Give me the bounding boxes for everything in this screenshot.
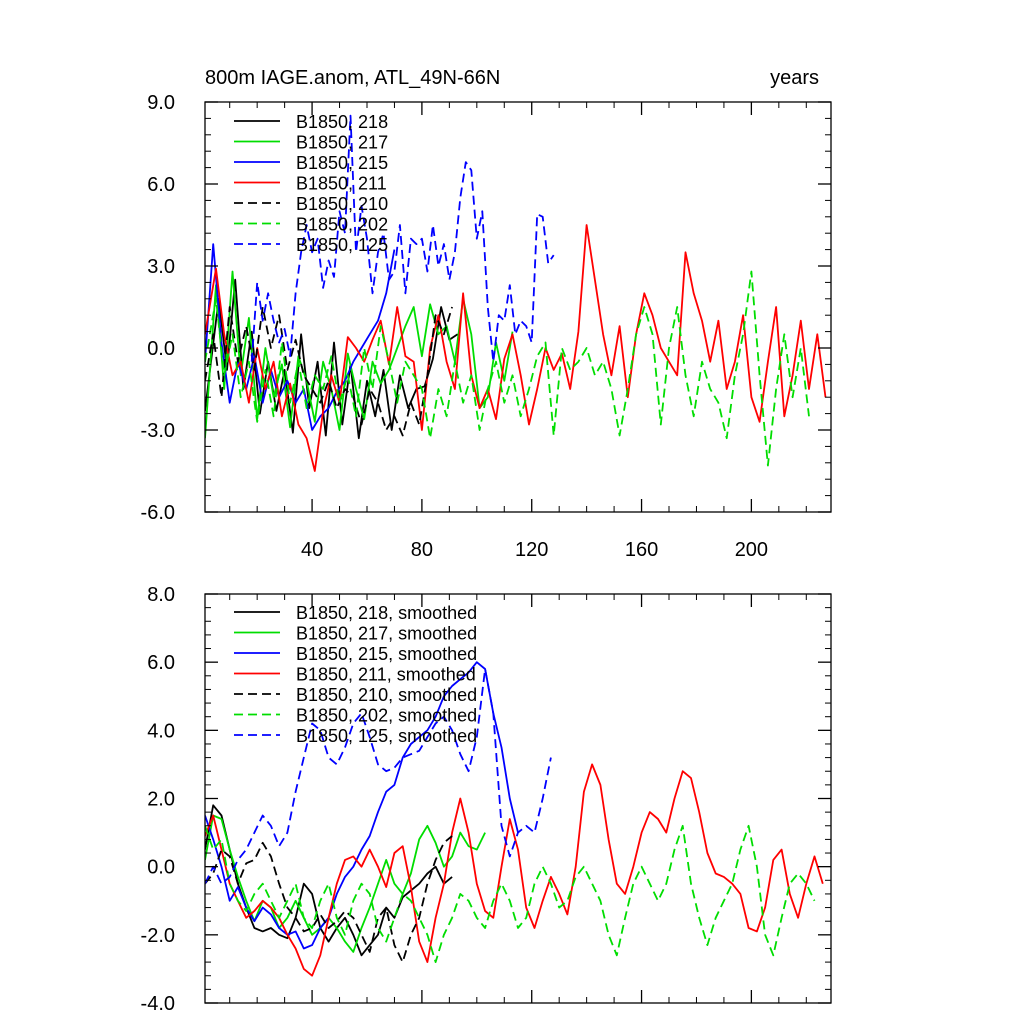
top-panel: 800m IAGE.anom, ATL_49N-66N years -6.0 -3.0… xyxy=(141,67,832,561)
legend-label: B1850, 202 xyxy=(296,215,388,235)
y-tick-label: 9.0 xyxy=(147,92,175,114)
legend-label: B1850, 215 xyxy=(296,153,388,173)
y-tick-label: 6.0 xyxy=(147,174,175,196)
y-tick-label: 6.0 xyxy=(147,652,175,674)
legend-label: B1850, 215, smoothed xyxy=(296,644,477,664)
legend-label: B1850, 210 xyxy=(296,194,388,214)
legend-label: B1850, 211, smoothed xyxy=(296,665,476,685)
legend-label: B1850, 211 xyxy=(296,174,387,194)
x-tick-label: 120 xyxy=(515,539,548,561)
y-tick-label: -2.0 xyxy=(141,925,175,947)
legend-label: B1850, 125, smoothed xyxy=(296,726,477,746)
series-line xyxy=(205,661,519,950)
series-line xyxy=(205,824,816,963)
series-line xyxy=(205,668,552,885)
legend-label: B1850, 217, smoothed xyxy=(296,624,477,644)
legend-label: B1850, 210, smoothed xyxy=(296,685,477,705)
y-tick-label: 2.0 xyxy=(147,789,175,811)
y-tick-label: -3.0 xyxy=(141,420,175,442)
y-tick-label: 8.0 xyxy=(147,584,175,606)
y-tick-label: -4.0 xyxy=(141,993,175,1015)
legend-label: B1850, 202, smoothed xyxy=(296,706,477,726)
x-tick-label: 80 xyxy=(411,539,433,561)
legend-label: B1850, 217 xyxy=(296,133,388,153)
y-tick-label: 3.0 xyxy=(147,256,175,278)
series-line xyxy=(205,763,824,977)
series-line xyxy=(205,804,453,957)
bottom-panel: -4.0 -2.0 0.0 2.0 4.0 6.0 8.0 B1850, 218, smoot… xyxy=(141,584,832,1015)
chart-title: 800m IAGE.anom, ATL_49N-66N xyxy=(205,67,500,89)
y-tick-label: 0.0 xyxy=(147,857,175,879)
x-tick-label: 160 xyxy=(625,539,658,561)
y-tick-label: 4.0 xyxy=(147,720,175,742)
legend-label: B1850, 218, smoothed xyxy=(296,603,477,623)
series-line xyxy=(205,270,810,467)
series-group xyxy=(205,661,824,977)
series-line xyxy=(205,835,453,963)
series-line xyxy=(205,306,453,437)
plot-frame xyxy=(204,101,832,513)
x-tick-label: 40 xyxy=(301,539,323,561)
legend-label: B1850, 218 xyxy=(296,112,388,132)
units-label: years xyxy=(770,67,819,89)
legend-label: B1850, 125 xyxy=(296,235,388,255)
y-tick-label: 0.0 xyxy=(147,338,175,360)
x-tick-label: 200 xyxy=(735,539,768,561)
series-line xyxy=(205,224,827,472)
series-group xyxy=(205,114,827,472)
y-tick-label: -6.0 xyxy=(141,502,175,524)
